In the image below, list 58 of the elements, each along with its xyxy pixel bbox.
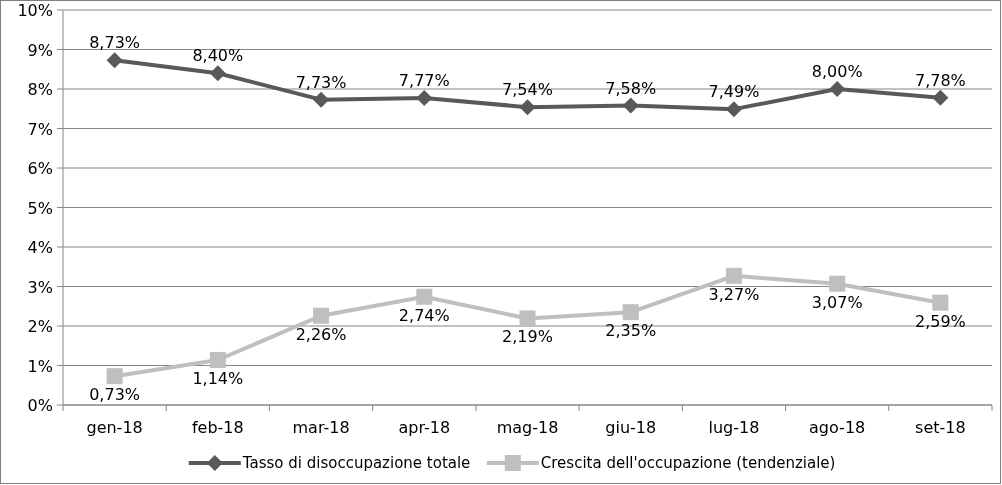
x-tick-label: set-18	[915, 418, 966, 437]
x-tick-label: feb-18	[191, 418, 244, 437]
point	[622, 304, 639, 321]
point	[519, 310, 536, 327]
point	[313, 307, 330, 324]
y-tick-label: 4%	[27, 238, 53, 257]
y-tick-label: 6%	[27, 159, 53, 178]
y-tick-label: 7%	[27, 119, 53, 139]
data-label: 2,19%	[502, 327, 553, 347]
data-label: 7,58%	[605, 78, 657, 98]
point	[416, 288, 433, 305]
y-tick-label: 2%	[27, 317, 53, 336]
data-label: 2,26%	[295, 324, 347, 344]
point	[106, 368, 123, 385]
data-label: 2,59%	[914, 311, 966, 331]
point	[519, 99, 536, 116]
data-label: 8,40%	[192, 46, 244, 66]
data-label: 0,73%	[89, 385, 141, 405]
x-tick-label: ago-18	[809, 418, 866, 437]
data-label: 8,73%	[89, 33, 141, 53]
data-label: 7,77%	[398, 71, 450, 91]
y-tick-label: 0%	[27, 396, 53, 415]
data-label: 7,73%	[295, 72, 347, 92]
data-label: 7,78%	[914, 70, 966, 90]
point	[209, 65, 226, 82]
data-label: 2,74%	[398, 305, 450, 325]
x-tick-label: lug-18	[708, 418, 760, 437]
legend-label: Tasso di disoccupazione totale	[241, 454, 471, 472]
data-label: 7,49%	[708, 82, 760, 102]
x-tick-label: giu-18	[605, 418, 657, 437]
data-label: 3,27%	[708, 284, 760, 304]
point	[725, 267, 742, 284]
x-tick-label: apr-18	[398, 418, 451, 437]
point	[829, 275, 846, 292]
y-tick-label: 5%	[27, 198, 53, 218]
point	[829, 81, 846, 97]
point	[725, 101, 742, 118]
y-tick-label: 8%	[27, 80, 53, 99]
data-label: 2,35%	[605, 321, 657, 341]
y-tick-label: 9%	[27, 40, 53, 60]
point	[106, 52, 123, 69]
point	[209, 351, 226, 368]
data-label: 3,07%	[811, 292, 863, 312]
point	[932, 89, 949, 106]
y-tick-label: 10%	[17, 1, 53, 20]
y-tick-label: 3%	[27, 277, 53, 297]
legend-label: Crescita dell'occupazione (tendenziale)	[540, 454, 836, 472]
data-label: 1,14%	[192, 368, 244, 388]
data-label: 7,54%	[502, 80, 553, 100]
point	[622, 97, 639, 114]
y-tick-label: 1%	[27, 356, 53, 376]
data-label: 8,00%	[811, 62, 863, 81]
point	[932, 294, 949, 311]
point	[416, 90, 433, 107]
point	[313, 91, 330, 108]
x-tick-label: mar-18	[292, 418, 350, 437]
x-tick-label: mag-18	[496, 418, 559, 437]
x-tick-label: gen-18	[86, 418, 143, 437]
